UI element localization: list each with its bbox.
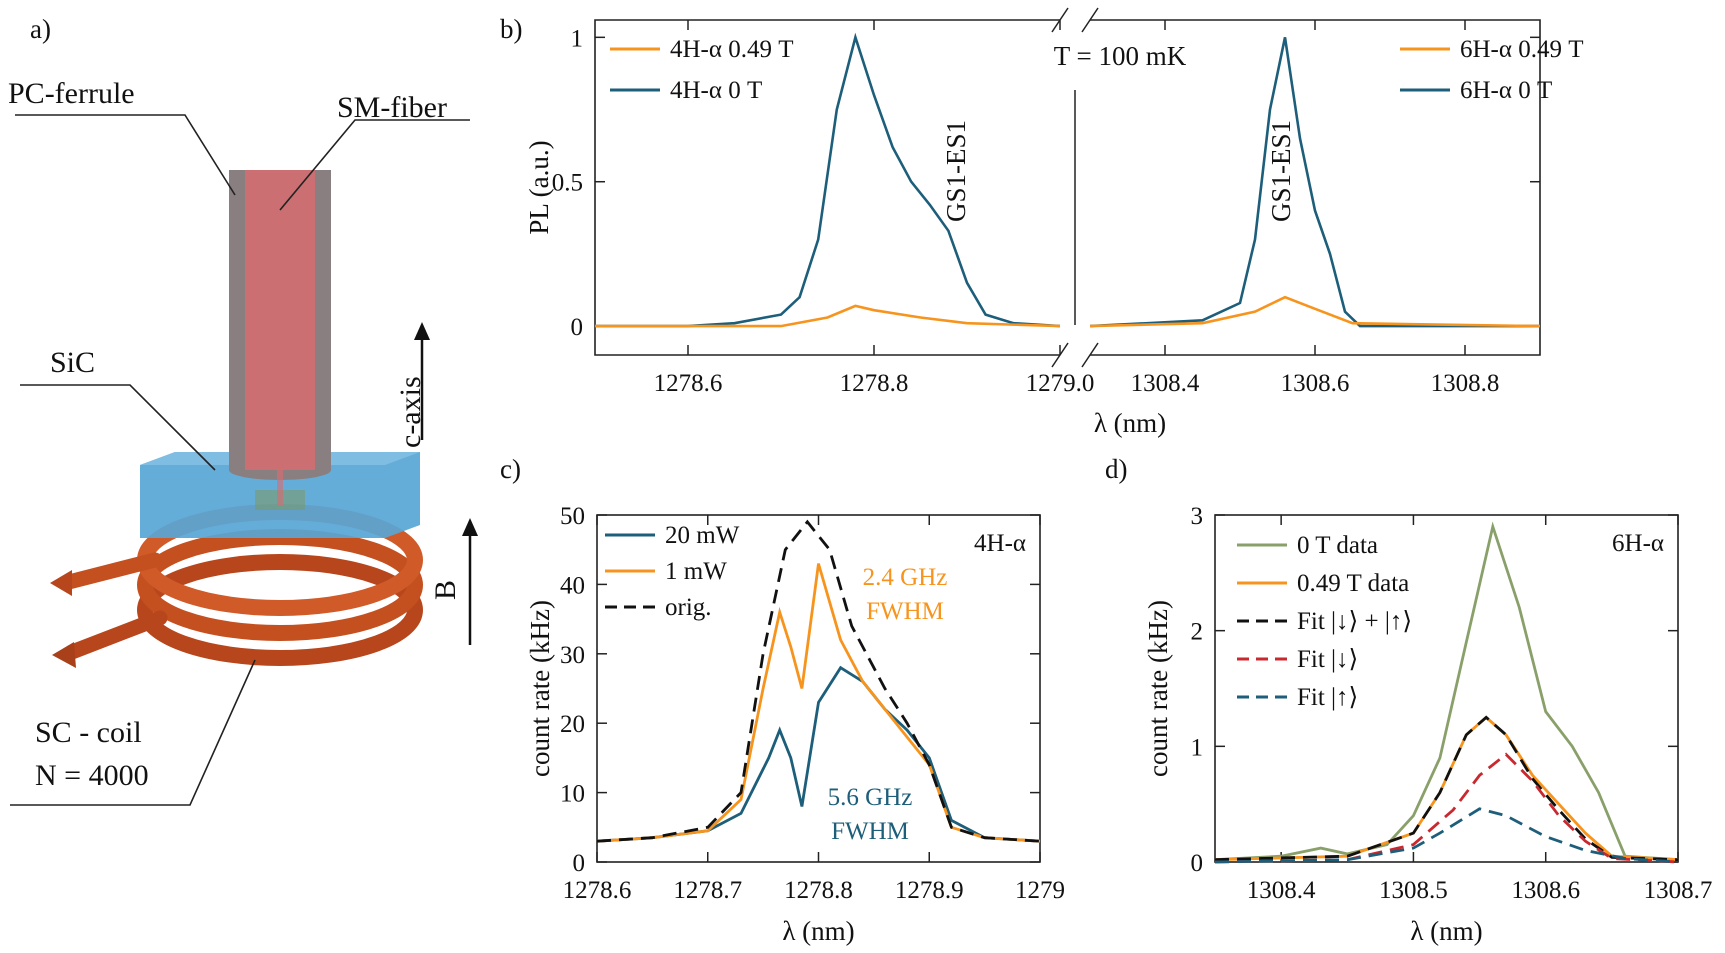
panel-tag: 4H-α <box>974 530 1026 557</box>
label-sm-fiber: SM-fiber <box>337 91 447 124</box>
plot-frame <box>1214 514 1679 863</box>
label-coil-line2: N = 4000 <box>35 759 149 792</box>
x-tick-label: 1308.4 <box>1247 877 1316 904</box>
panel-label-a: a) <box>30 14 51 44</box>
series-line-3 <box>1214 752 1679 864</box>
setup-diagram: PC-ferrule SM-fiber SiC c-axis B SC - co… <box>8 77 478 806</box>
legend-label: Fit |↑⟩ <box>1297 684 1358 711</box>
x-tick-label: 1308.8 <box>1431 370 1500 397</box>
y-axis-label: PL (a.u.) <box>524 140 554 234</box>
y-tick-label: 1 <box>1191 734 1204 761</box>
x-tick-label: 1308.6 <box>1281 370 1350 397</box>
label-b-field: B <box>429 580 462 600</box>
chart-b: 0 0.5 1 1278.6 1278.8 1279.0 1308.4 1308.6 1308.… <box>524 7 1584 438</box>
frame-left <box>594 19 1060 356</box>
y-tick-label: 0 <box>573 850 586 877</box>
annotation-fwhm-line1: 2.4 GHz <box>863 564 948 591</box>
legend-label: 6H-α 0.49 T <box>1460 36 1584 63</box>
x-tick-label: 1308.6 <box>1511 877 1580 904</box>
label-c-axis: c-axis <box>394 376 427 448</box>
x-tick-label: 1308.4 <box>1131 370 1200 397</box>
x-tick-label: 1278.7 <box>673 877 742 904</box>
x-tick-label: 1278.6 <box>654 370 723 397</box>
y-tick-label: 10 <box>560 781 585 808</box>
x-tick-label: 1278.8 <box>784 877 853 904</box>
series-line-0 <box>595 32 1061 328</box>
leader-sm-fiber <box>279 119 470 211</box>
series-line-0 <box>1214 521 1679 862</box>
y-tick-label: 40 <box>560 572 585 599</box>
coil-arrow-bottom <box>52 642 76 668</box>
x-axis-label: λ (nm) <box>1410 916 1482 946</box>
series-line-4 <box>1214 807 1679 864</box>
coil-arrow-top <box>50 570 72 596</box>
coil-lead-top <box>57 552 163 591</box>
y-tick-label: 30 <box>560 642 585 669</box>
y-tick-label: 2 <box>1191 619 1204 646</box>
legend-label: Fit |↓⟩ <box>1297 646 1358 673</box>
annotation-fwhm-line2: FWHM <box>866 598 944 625</box>
peak-label-right: GS1-ES1 <box>1266 120 1296 222</box>
y-axis-label: count rate (kHz) <box>525 600 555 777</box>
y-tick-label: 20 <box>560 711 585 738</box>
legend-label: 6H-α 0 T <box>1460 77 1552 104</box>
coil-lead-bottom <box>64 610 168 660</box>
pc-ferrule <box>229 170 331 505</box>
coil-turn-2 <box>137 529 423 641</box>
y-tick-label: 3 <box>1191 503 1204 530</box>
leader-pc-ferrule <box>15 114 236 196</box>
series-line-3 <box>1089 295 1541 328</box>
x-tick-label: 1278.6 <box>563 877 632 904</box>
series-line-1 <box>1214 715 1679 862</box>
y-tick-label: 1 <box>571 25 584 52</box>
panel-label-d: d) <box>1105 454 1128 484</box>
legend-label: 1 mW <box>665 558 727 585</box>
legend-label: 4H-α 0.49 T <box>670 36 794 63</box>
chart-d: 1308.4 1308.5 1308.6 1308.7 0 1 2 3 count rate (… <box>1143 503 1712 946</box>
y-axis-label: count rate (kHz) <box>1143 600 1173 777</box>
annotation-fwhm-line1: 5.6 GHz <box>828 784 913 811</box>
panel-label-b: b) <box>500 14 523 44</box>
label-pc-ferrule: PC-ferrule <box>8 77 135 110</box>
x-tick-label: 1308.5 <box>1379 877 1448 904</box>
temperature-annotation: T = 100 mK <box>1054 41 1187 71</box>
legend-label: orig. <box>665 594 712 621</box>
label-sic: SiC <box>50 346 95 379</box>
x-axis-label: λ (nm) <box>1094 408 1166 438</box>
coil-turn-3 <box>137 554 423 666</box>
panel-label-c: c) <box>500 454 521 484</box>
legend-label: 0 T data <box>1297 532 1378 559</box>
y-tick-label: 50 <box>560 503 585 530</box>
y-tick-label: 0 <box>1191 850 1204 877</box>
legend-label: 4H-α 0 T <box>670 77 762 104</box>
y-tick-label: 0.5 <box>552 170 583 197</box>
series-line-2 <box>1214 715 1679 862</box>
chart-c: 1278.6 1278.7 1278.8 1278.9 1279 0 10 20 30 40 50 c… <box>525 503 1065 946</box>
x-tick-label: 1278.8 <box>840 370 909 397</box>
series-line-2 <box>1089 37 1540 328</box>
legend-label: 0.49 T data <box>1297 570 1409 597</box>
x-tick-label: 1308.7 <box>1644 877 1713 904</box>
axis-break-mark <box>1081 7 1099 33</box>
label-coil-line1: SC - coil <box>35 716 142 749</box>
x-tick-label: 1279 <box>1015 877 1065 904</box>
leader-coil <box>10 659 256 806</box>
series-line-1 <box>595 304 1061 328</box>
series-line-0 <box>596 665 1041 843</box>
axis-break-mark <box>1081 342 1099 368</box>
leader-sic <box>20 384 216 471</box>
x-tick-label: 1278.9 <box>895 877 964 904</box>
x-tick-label: 1279.0 <box>1026 370 1095 397</box>
annotation-fwhm-line2: FWHM <box>831 818 909 845</box>
legend-label: Fit |↓⟩ + |↑⟩ <box>1297 608 1412 635</box>
panel-tag: 6H-α <box>1612 530 1664 557</box>
peak-label-left: GS1-ES1 <box>941 120 971 222</box>
series-line-2 <box>596 519 1041 843</box>
x-axis-label: λ (nm) <box>782 916 854 946</box>
sm-fiber <box>245 170 315 470</box>
y-tick-label: 0 <box>571 314 584 341</box>
legend-label: 20 mW <box>665 522 740 549</box>
